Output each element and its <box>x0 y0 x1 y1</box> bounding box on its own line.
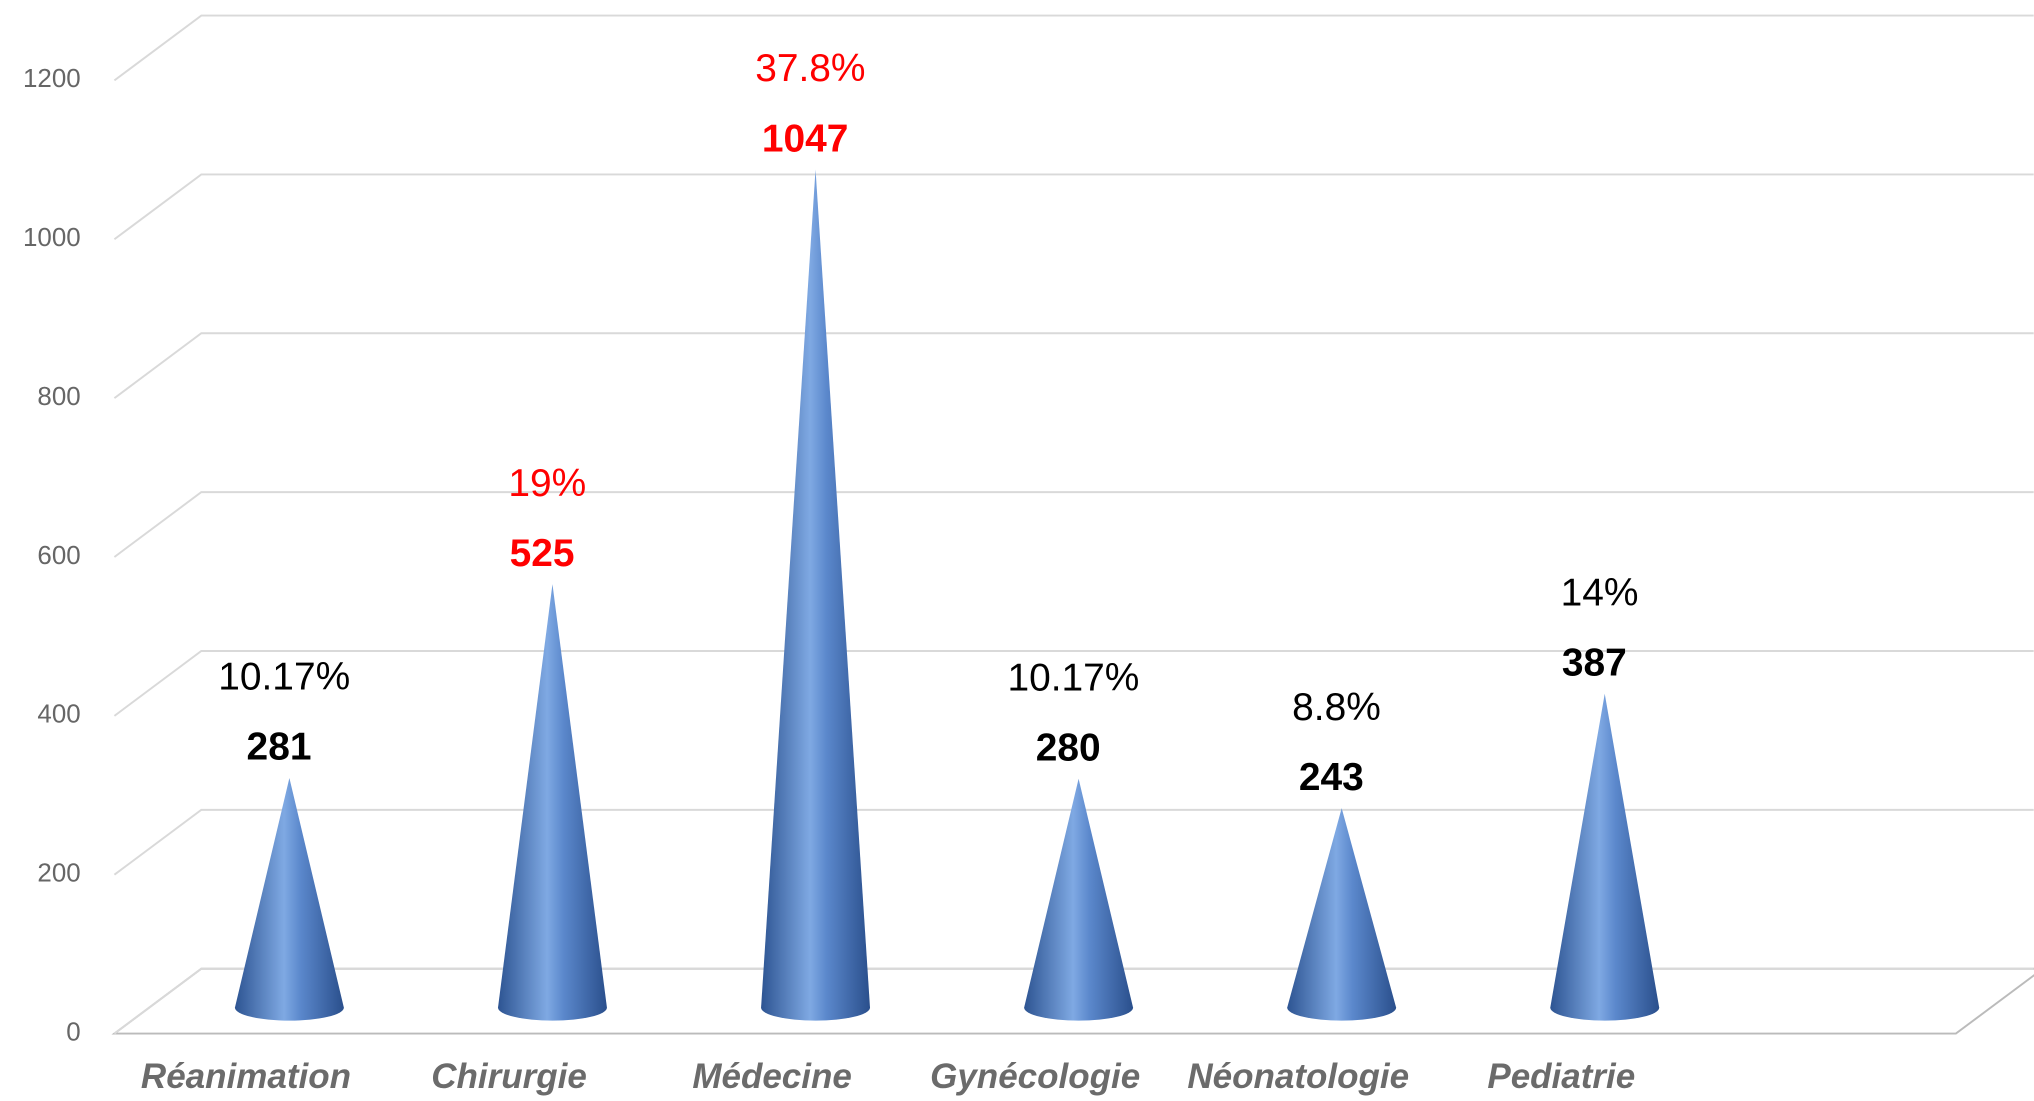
grid-line <box>113 173 2034 241</box>
data-label: 525 <box>510 532 575 575</box>
data-label: 243 <box>1299 756 1364 799</box>
y-tick-label: 400 <box>37 701 80 729</box>
cone <box>497 584 607 1021</box>
grid-line <box>113 967 2034 1035</box>
x-tick-label: Pediatrie <box>1487 1057 1635 1096</box>
grid-line <box>113 808 2034 876</box>
annotation: 10.17% <box>1007 656 1139 699</box>
grid-line <box>113 14 2034 82</box>
annotation: 10.17% <box>218 656 350 699</box>
cone <box>234 777 344 1021</box>
x-tick-label: Néonatologie <box>1187 1057 1409 1096</box>
grid-line <box>113 650 2034 717</box>
cone <box>1287 808 1397 1021</box>
x-tick-label: Médecine <box>692 1057 852 1096</box>
cone <box>761 169 870 1021</box>
y-tick-label: 1200 <box>23 65 81 93</box>
y-tick-label: 200 <box>37 860 80 888</box>
data-label: 1047 <box>762 117 849 160</box>
annotation: 8.8% <box>1292 686 1381 729</box>
cone <box>1550 693 1660 1021</box>
y-tick-label: 800 <box>37 383 80 411</box>
annotation: 19% <box>508 462 586 505</box>
data-label: 387 <box>1562 642 1627 685</box>
annotation: 37.8% <box>755 47 865 90</box>
data-label: 281 <box>247 726 312 769</box>
grid-line <box>113 491 2034 558</box>
x-tick-label: Chirurgie <box>431 1057 587 1096</box>
annotation: 14% <box>1561 571 1639 614</box>
x-tick-label: Réanimation <box>141 1057 351 1096</box>
x-tick-label: Gynécologie <box>930 1057 1140 1096</box>
y-tick-label: 600 <box>37 542 80 570</box>
cone <box>1024 778 1134 1021</box>
y-tick-label: 0 <box>66 1018 80 1046</box>
y-tick-label: 1000 <box>23 224 81 252</box>
data-label: 280 <box>1036 726 1101 769</box>
grid-line <box>113 332 2034 399</box>
